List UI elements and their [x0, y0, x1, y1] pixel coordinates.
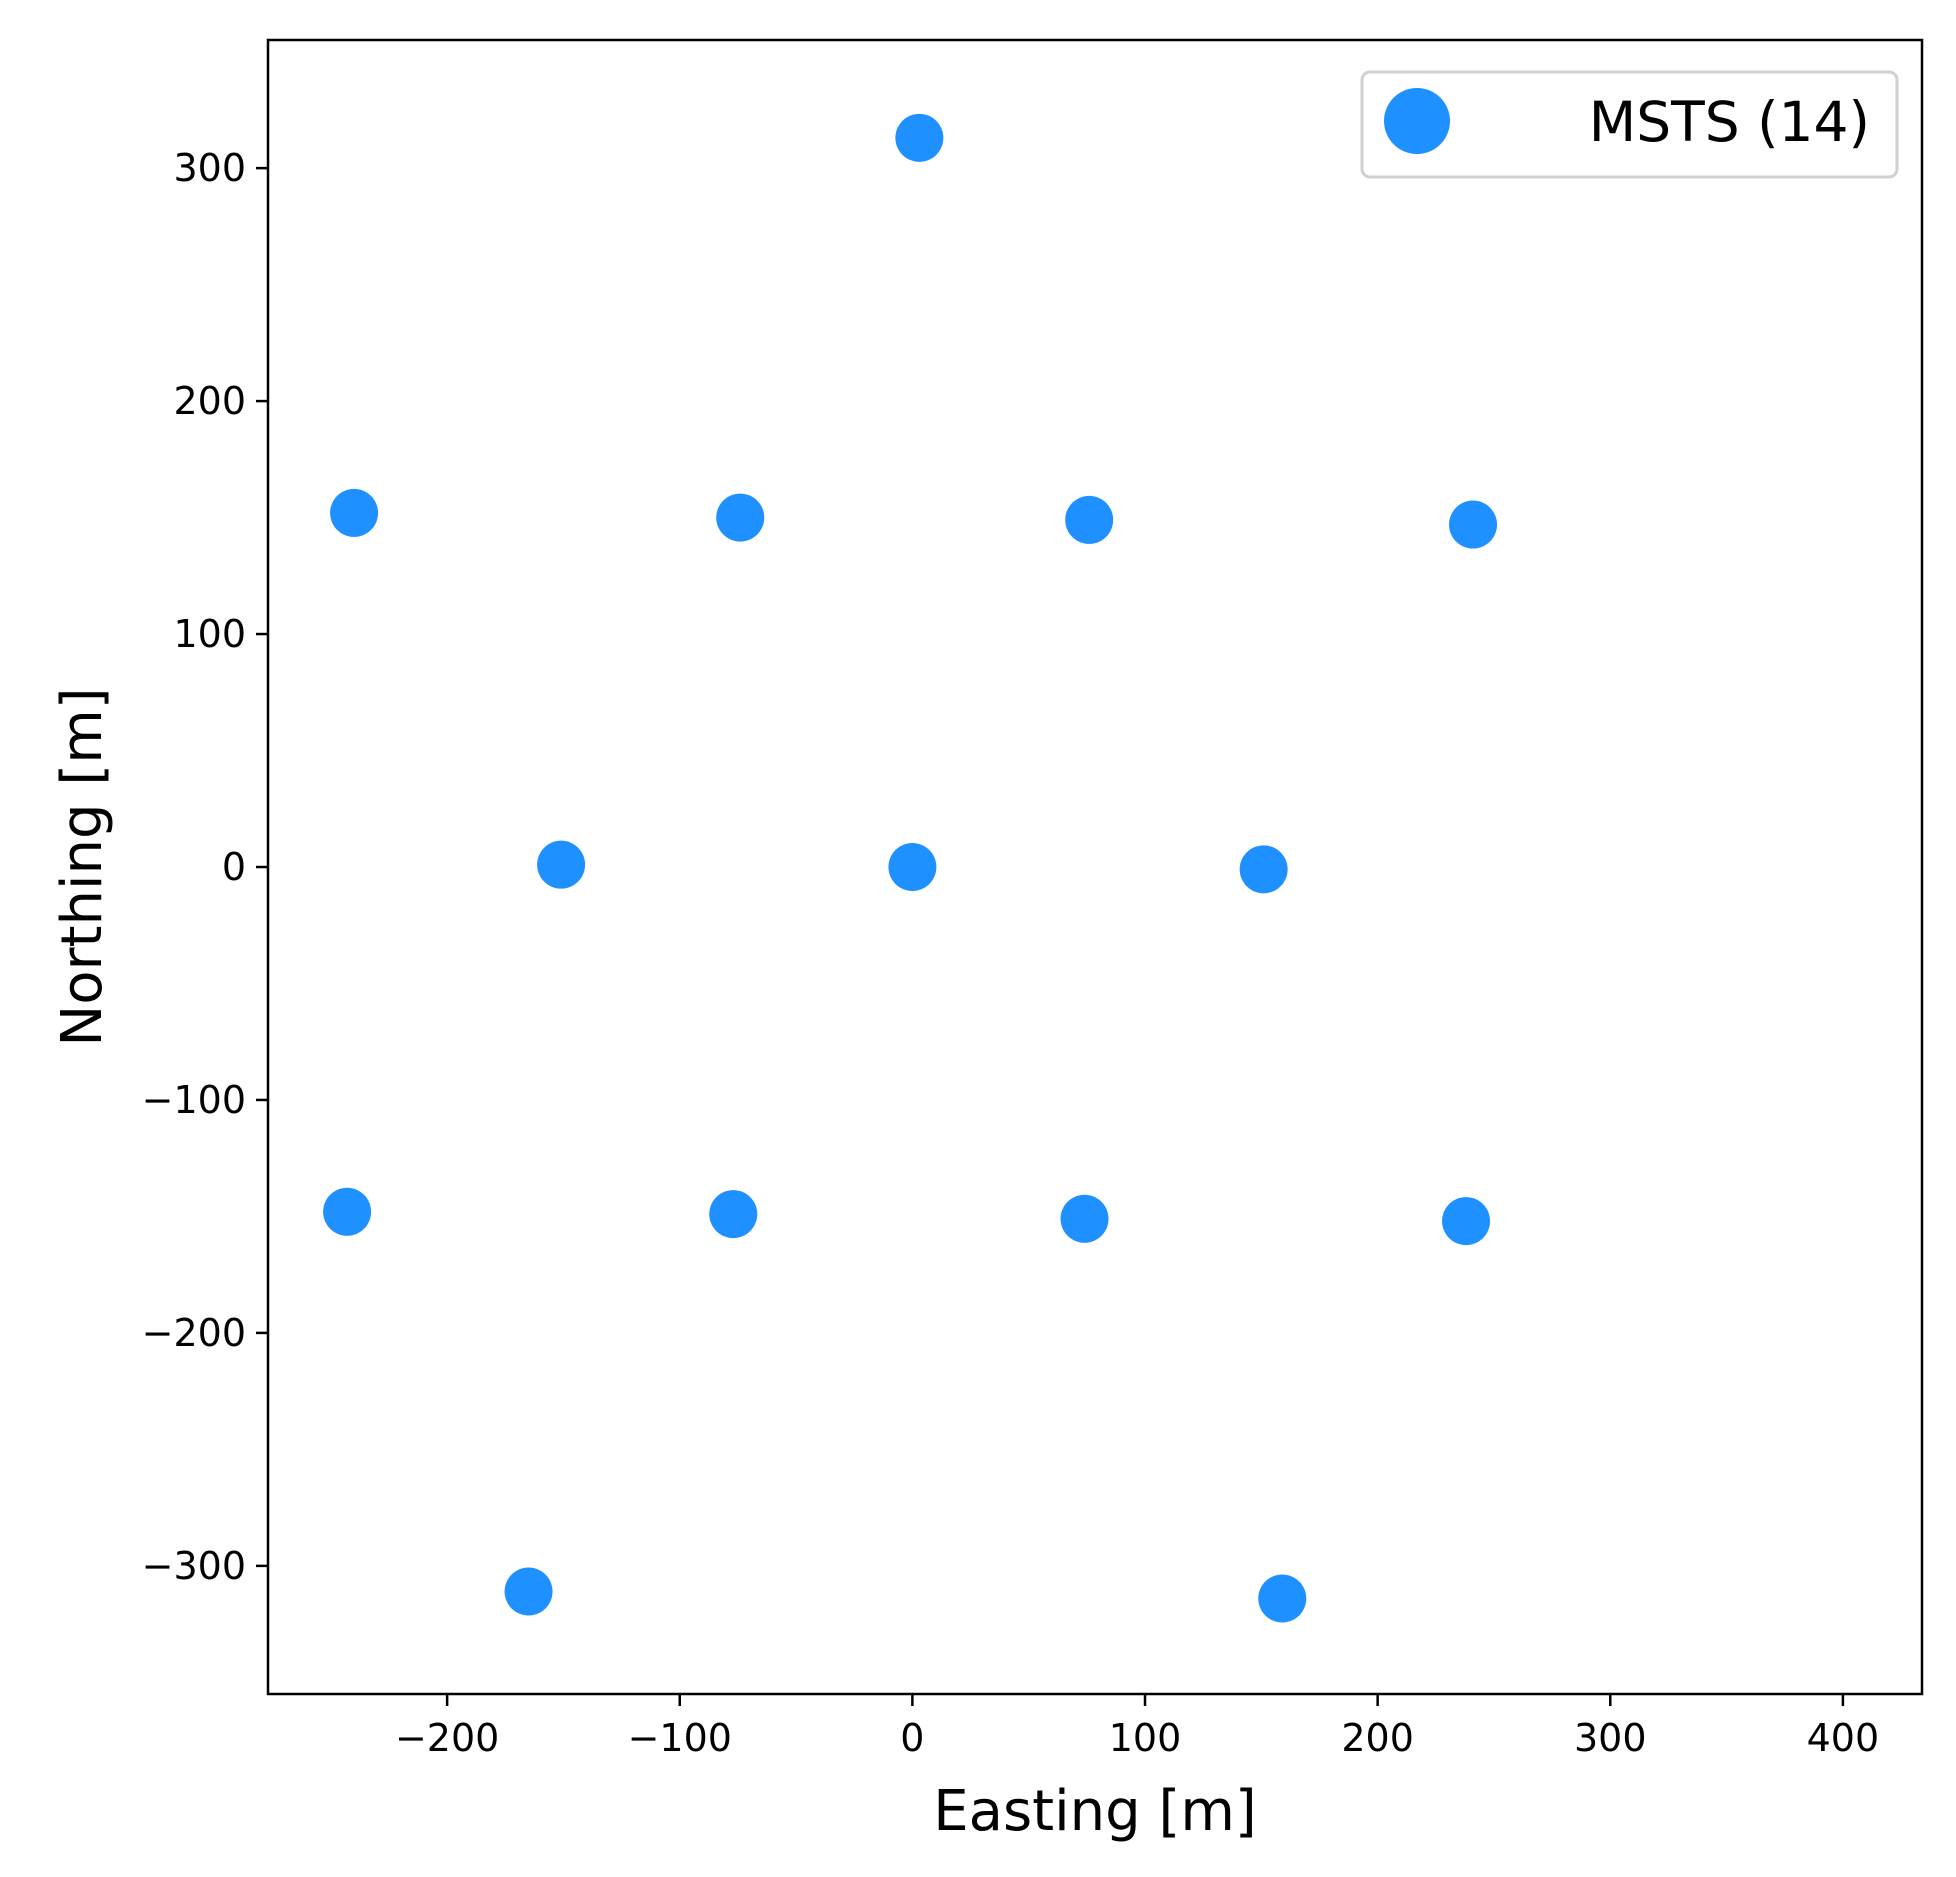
x-tick-label: 100 [1109, 1716, 1182, 1760]
y-tick-label: 100 [173, 612, 246, 656]
x-tick-label: 200 [1341, 1716, 1414, 1760]
x-tick-label: −100 [628, 1716, 732, 1760]
y-tick-label: −100 [142, 1078, 246, 1122]
data-point [888, 843, 937, 891]
x-axis: −200 −100 0 100 200 300 400 [395, 1694, 1879, 1760]
data-point [537, 840, 586, 889]
data-point [323, 1187, 372, 1236]
data-point [1449, 500, 1498, 549]
data-point [504, 1567, 553, 1616]
y-tick-label: 300 [173, 146, 246, 190]
data-point [716, 493, 765, 542]
y-tick-label: 0 [222, 845, 246, 889]
x-tick-label: 300 [1574, 1716, 1647, 1760]
x-tick-label: 0 [900, 1716, 924, 1760]
y-axis: −300 −200 −100 0 100 200 300 [142, 146, 268, 1588]
legend-box [1360, 70, 1899, 179]
data-point [709, 1190, 758, 1239]
data-point [1442, 1197, 1491, 1246]
legend: MSTS (14) [1360, 70, 1899, 179]
data-point [1060, 1194, 1109, 1243]
data-point [330, 488, 379, 537]
y-tick-label: −300 [142, 1544, 246, 1588]
data-point [1065, 495, 1114, 544]
x-tick-label: −200 [395, 1716, 499, 1760]
x-axis-label: Easting [m] [933, 1779, 1256, 1844]
data-point [1258, 1574, 1307, 1623]
data-points [323, 113, 1498, 1623]
y-axis-label: Northing [m] [50, 687, 115, 1046]
data-point [895, 113, 944, 162]
y-tick-label: −200 [142, 1311, 246, 1355]
x-tick-label: 400 [1807, 1716, 1880, 1760]
legend-marker [1384, 88, 1450, 154]
data-point [1239, 845, 1288, 894]
legend-entry-label: MSTS (14) [1589, 90, 1870, 154]
y-tick-label: 200 [173, 379, 246, 423]
